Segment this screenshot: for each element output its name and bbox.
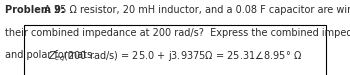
Text: Problem 9:: Problem 9: xyxy=(5,5,64,15)
Text: A 25 Ω resistor, 20 mH inductor, and a 0.08 F capacitor are wired in series.  Wh: A 25 Ω resistor, 20 mH inductor, and a 0… xyxy=(41,5,350,15)
Text: and polar formats.: and polar formats. xyxy=(5,50,94,59)
Text: their combined impedance at 200 rad/s?  Express the combined impedance in both r: their combined impedance at 200 rad/s? E… xyxy=(5,28,350,38)
Text: $Z_{eq}$(200 rad/s) = 25.0 + j3.9375Ω = 25.31∠8.95° Ω: $Z_{eq}$(200 rad/s) = 25.0 + j3.9375Ω = … xyxy=(48,50,302,64)
